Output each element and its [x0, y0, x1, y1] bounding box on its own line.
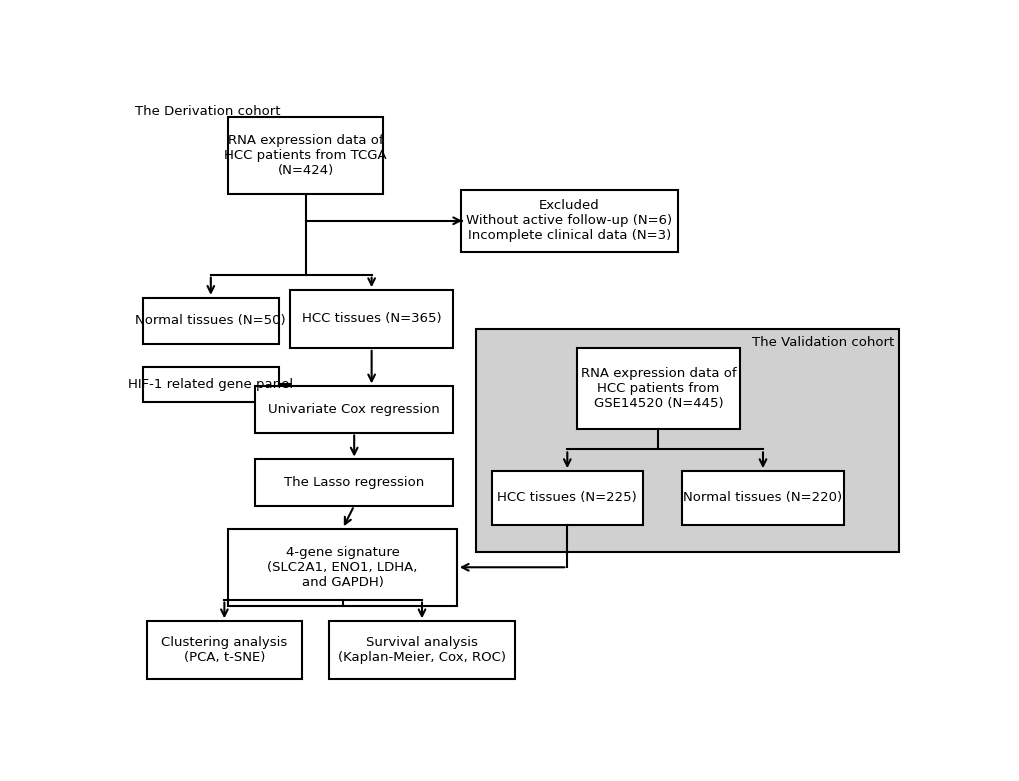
Text: Normal tissues (N=50): Normal tissues (N=50): [136, 315, 286, 327]
Bar: [228, 117, 383, 194]
Bar: [228, 529, 457, 606]
Bar: [577, 348, 739, 429]
Text: Normal tissues (N=220): Normal tissues (N=220): [683, 491, 842, 505]
Text: HCC tissues (N=365): HCC tissues (N=365): [302, 312, 441, 326]
Bar: [143, 367, 278, 401]
Bar: [255, 459, 452, 505]
Bar: [491, 471, 642, 525]
Text: HIF-1 related gene panel: HIF-1 related gene panel: [128, 378, 293, 391]
Bar: [147, 621, 302, 679]
Text: The Validation cohort: The Validation cohort: [752, 337, 894, 349]
Bar: [681, 471, 844, 525]
Bar: [290, 290, 452, 348]
Text: Clustering analysis
(PCA, t-SNE): Clustering analysis (PCA, t-SNE): [161, 636, 287, 664]
Text: The Derivation cohort: The Derivation cohort: [136, 105, 280, 118]
Bar: [476, 329, 898, 552]
Text: Univariate Cox regression: Univariate Cox regression: [268, 403, 439, 416]
Text: RNA expression data of
HCC patients from TCGA
(N=424): RNA expression data of HCC patients from…: [224, 134, 386, 177]
Text: HCC tissues (N=225): HCC tissues (N=225): [497, 491, 637, 505]
Text: RNA expression data of
HCC patients from
GSE14520 (N=445): RNA expression data of HCC patients from…: [580, 367, 736, 410]
Text: 4-gene signature
(SLC2A1, ENO1, LDHA,
and GAPDH): 4-gene signature (SLC2A1, ENO1, LDHA, an…: [267, 546, 418, 589]
Bar: [461, 190, 677, 251]
Text: Excluded
Without active follow-up (N=6)
Incomplete clinical data (N=3): Excluded Without active follow-up (N=6) …: [466, 199, 672, 242]
Text: Survival analysis
(Kaplan-Meier, Cox, ROC): Survival analysis (Kaplan-Meier, Cox, RO…: [337, 636, 505, 664]
Bar: [255, 387, 452, 433]
Text: The Lasso regression: The Lasso regression: [283, 476, 424, 489]
Bar: [329, 621, 515, 679]
Bar: [143, 298, 278, 344]
